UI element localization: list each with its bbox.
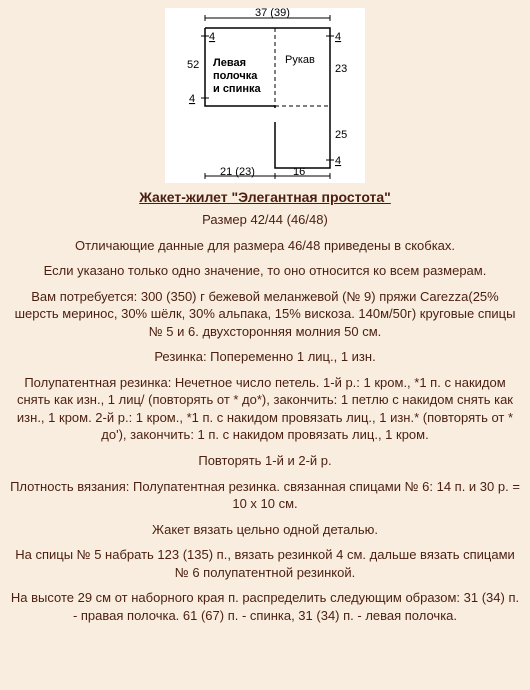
page-title: Жакет-жилет "Элегантная простота" [10,189,520,205]
para-materials: Вам потребуется: 300 (350) г бежевой мел… [10,288,520,341]
label-body-2: полочка [213,70,258,82]
para-single-value-note: Если указано только одно значение, то он… [10,262,520,280]
bottom-right-tick: 4 [335,155,341,167]
top-width: 37 (39) [255,8,290,19]
para-rib: Резинка: Попеременно 1 лиц., 1 изн. [10,348,520,366]
label-body-1: Левая [213,57,246,69]
page-wrap: 37 (39) 4 4 23 25 4 16 [0,0,530,642]
para-half-patent: Полупатентная резинка: Нечетное число пе… [10,374,520,444]
para-repeat: Повторять 1-й и 2-й р. [10,452,520,470]
right-lower: 25 [335,129,347,141]
bottom-left: 21 (23) [220,166,255,178]
right-upper: 23 [335,63,347,75]
label-body-3: и спинка [213,83,261,95]
top-right-tick: 4 [335,31,341,43]
pattern-diagram: 37 (39) 4 4 23 25 4 16 [165,8,365,183]
para-distribute: На высоте 29 см от наборного края п. рас… [10,589,520,624]
para-brackets-note: Отличающие данные для размера 46/48 прив… [10,237,520,255]
top-left-tick: 4 [209,31,215,43]
bottom-mid: 16 [293,166,305,178]
left-height: 52 [187,59,199,71]
para-gauge: Плотность вязания: Полупатентная резинка… [10,478,520,513]
bottom-left-tick: 4 [189,93,195,105]
para-one-piece: Жакет вязать цельно одной деталью. [10,521,520,539]
para-cast-on: На спицы № 5 набрать 123 (135) п., вязат… [10,546,520,581]
label-sleeve: Рукав [285,54,315,66]
para-size: Размер 42/44 (46/48) [10,211,520,229]
